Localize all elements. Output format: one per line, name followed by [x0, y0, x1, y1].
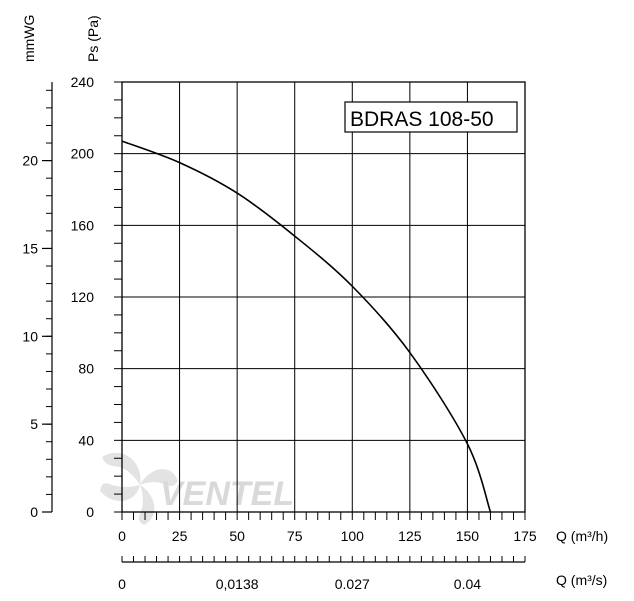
x-axis-title: Q (m³/h)	[556, 528, 608, 544]
ps-tick-label: 240	[71, 74, 95, 90]
x2-tick-label: 0,0138	[216, 576, 259, 592]
x2-tick-label: 0.027	[335, 576, 370, 592]
ps-axis-title: Ps (Pa)	[85, 15, 101, 62]
mmwg-tick-label: 15	[22, 240, 38, 256]
series-layer	[121, 140, 492, 513]
x-tick-label: 150	[456, 528, 480, 544]
x-tick-label: 100	[341, 528, 365, 544]
ps-tick-label: 80	[78, 361, 94, 377]
x-tick-label: 0	[118, 528, 126, 544]
x-tick-label: 175	[513, 528, 537, 544]
performance-curve	[121, 140, 492, 513]
mmwg-tick-label: 0	[30, 504, 38, 520]
mmwg-axis-title: mmWG	[21, 15, 37, 62]
model-label-box: BDRAS 108-50	[344, 101, 518, 133]
x-tick-label: 75	[287, 528, 303, 544]
grid	[121, 81, 526, 513]
watermark: VENTEL	[100, 452, 294, 525]
watermark-text: VENTEL	[160, 475, 294, 513]
fan-logo-icon	[100, 452, 178, 525]
ps-axis: 0 40 80 120 160 200 240	[71, 74, 122, 520]
x2-axis-title: Q (m³/s)	[556, 572, 607, 588]
ps-tick-label: 40	[78, 432, 94, 448]
ps-tick-label: 160	[71, 217, 95, 233]
model-label: BDRAS 108-50	[350, 108, 494, 131]
ps-tick-label: 0	[86, 504, 94, 520]
mmwg-axis: 0 5 10 15 20	[22, 82, 53, 520]
x-tick-label: 125	[398, 528, 422, 544]
mmwg-tick-label: 20	[22, 153, 38, 169]
ps-tick-label: 200	[71, 146, 95, 162]
ps-tick-label: 120	[71, 289, 95, 305]
mmwg-tick-label: 5	[30, 416, 38, 432]
mmwg-tick-label: 10	[22, 328, 38, 344]
x2-tick-label: 0	[118, 576, 126, 592]
x-tick-label: 50	[229, 528, 245, 544]
x-tick-label: 25	[172, 528, 188, 544]
x-axis: 0 25 50 75 100 125 150 175	[118, 512, 537, 544]
x2-axis: 0 0,0138 0.027 0.04	[118, 556, 526, 592]
x2-tick-label: 0.04	[454, 576, 481, 592]
